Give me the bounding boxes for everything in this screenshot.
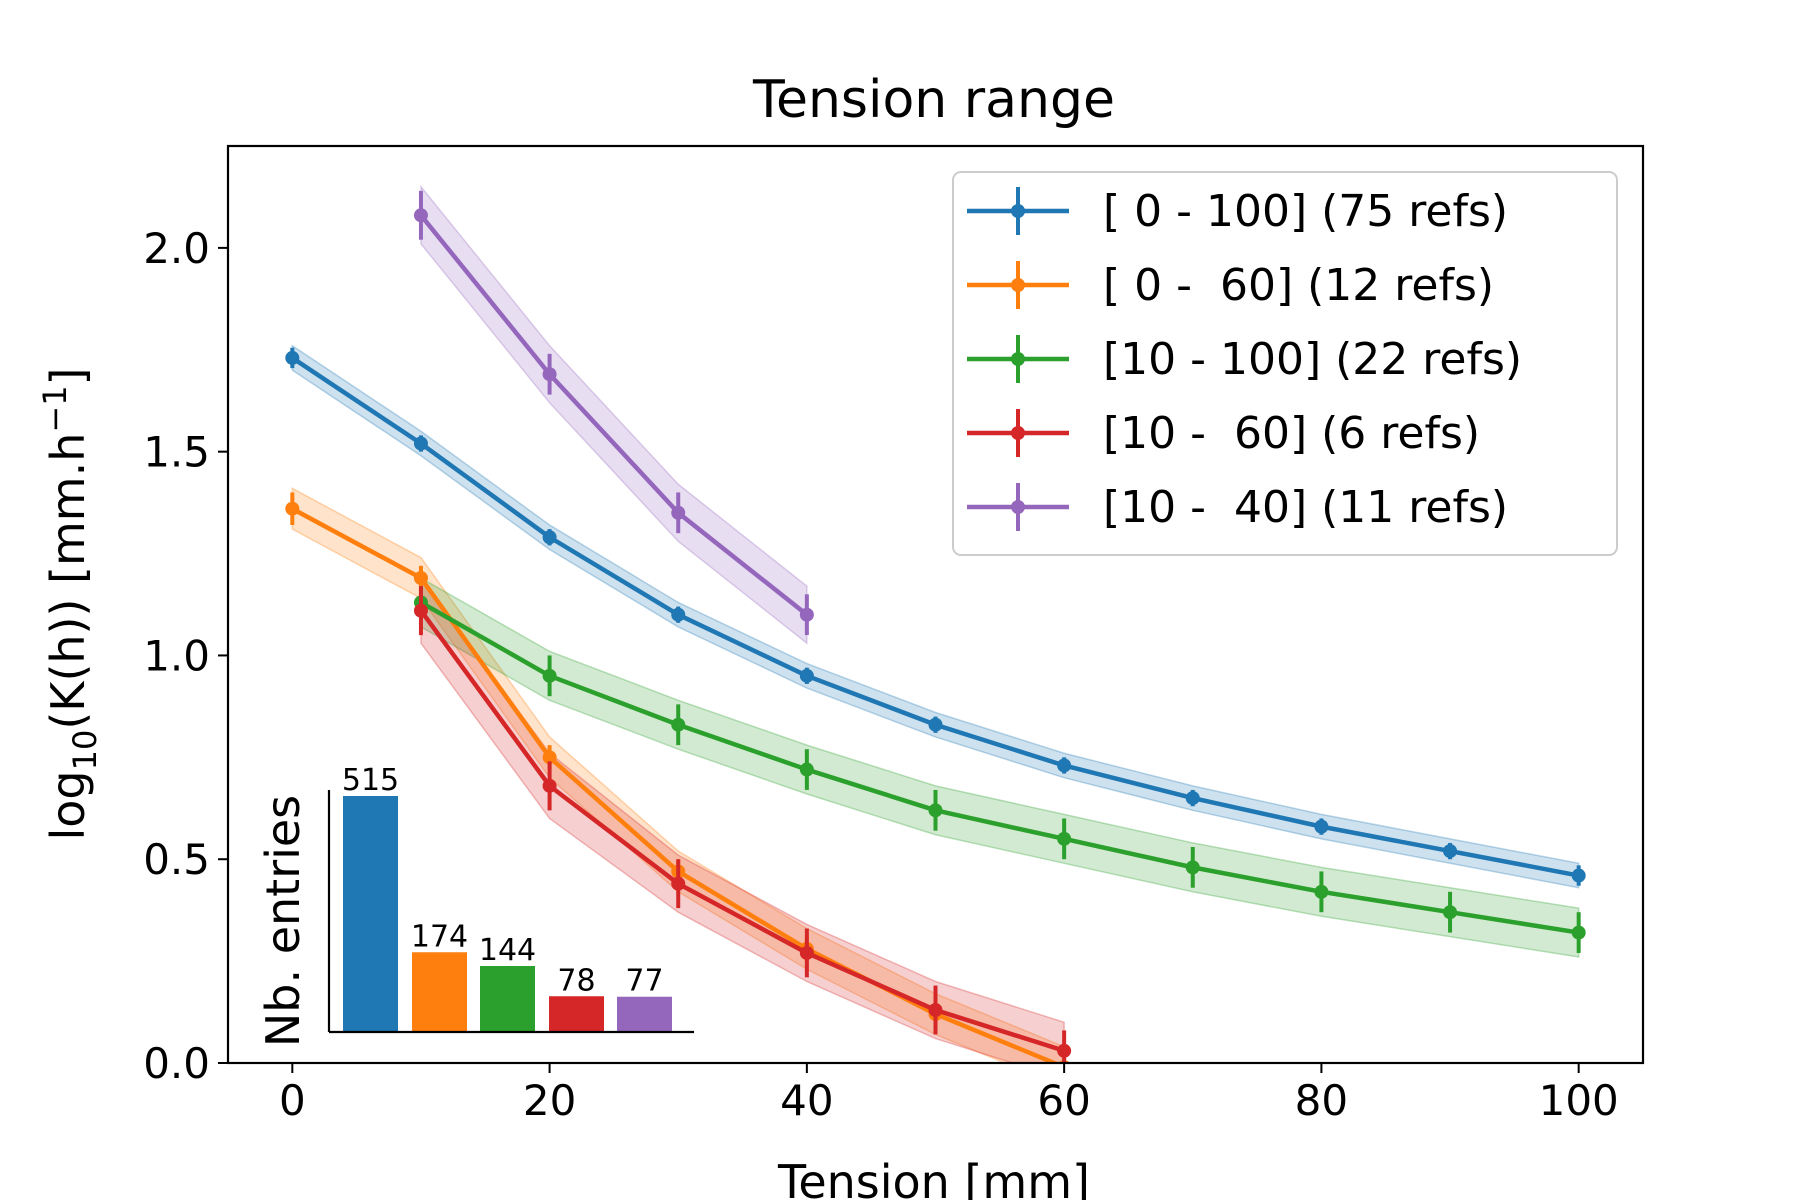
legend: [ 0 - 100] (75 refs) [ 0 - 60] (12 refs) [… — [952, 171, 1618, 556]
series-3-line — [419, 609, 1065, 1053]
series-2-point — [1185, 860, 1200, 875]
series-4-point — [413, 208, 428, 223]
series-2-point — [1057, 831, 1072, 846]
legend-marker — [1011, 278, 1025, 292]
legend-item-0: [ 0 - 100] (75 refs) — [967, 186, 1508, 237]
legend-box — [952, 171, 1618, 556]
series-4 — [413, 190, 814, 636]
series-3-point — [413, 603, 428, 618]
axes-frame — [226, 144, 1645, 1065]
legend-marker — [1011, 352, 1025, 366]
series-1-line — [291, 506, 1061, 1063]
inset-bar — [480, 966, 535, 1032]
y-tick-label: 1.5 — [143, 428, 210, 477]
legend-item-4: [10 - 40] (11 refs) — [967, 482, 1508, 533]
legend-item-1: [ 0 - 60] (12 refs) — [967, 260, 1494, 311]
inset-bar-label: 77 — [625, 964, 663, 999]
y-tick-label: 1.0 — [143, 631, 210, 680]
legend-label: [10 - 60] (6 refs) — [1103, 408, 1480, 459]
series-2-point — [1443, 905, 1458, 920]
x-axis-ticks: 0 20 40 60 80 100 — [279, 1063, 1619, 1125]
series-2-point — [671, 717, 686, 732]
series-3-point — [542, 778, 557, 793]
inset-bar — [412, 952, 467, 1032]
series-2-point — [928, 803, 943, 818]
series-4-line — [419, 213, 809, 617]
series-1-point — [542, 750, 557, 765]
series-0-band — [291, 344, 1580, 889]
series-3-point — [928, 1003, 943, 1018]
series-1-point — [413, 571, 428, 586]
series-0-point — [799, 668, 814, 683]
chart-title: Tension range — [752, 70, 1115, 130]
inset-bar-chart: Nb. entries 515 174 144 78 77 — [256, 763, 694, 1047]
series-3-point — [671, 876, 686, 891]
inset-bar-label: 515 — [342, 763, 399, 798]
x-tick-label: 80 — [1295, 1076, 1348, 1125]
series-0-point — [1185, 791, 1200, 806]
legend-label: [ 0 - 100] (75 refs) — [1103, 186, 1508, 237]
series-0-point — [413, 436, 428, 451]
x-tick-label: 40 — [780, 1076, 833, 1125]
series-2-point — [542, 668, 557, 683]
inset-bar — [549, 996, 604, 1032]
series-0-point — [542, 530, 557, 545]
series-0-point — [928, 717, 943, 732]
legend-label: [ 0 - 60] (12 refs) — [1103, 260, 1494, 311]
inset-bar — [617, 996, 672, 1032]
y-tick-label: 0.5 — [143, 835, 210, 884]
series-1-band — [291, 487, 1065, 1063]
inset-bar-label: 144 — [479, 933, 536, 968]
legend-item-3: [10 - 60] (6 refs) — [967, 408, 1480, 459]
series-0 — [285, 347, 1586, 886]
series-2-point — [1571, 925, 1586, 940]
series-4-point — [799, 607, 814, 622]
series-4-band — [420, 184, 808, 645]
legend-items: [ 0 - 100] (75 refs) [ 0 - 60] (12 refs) [… — [967, 186, 1522, 533]
series-2-point — [799, 762, 814, 777]
y-axis-ticks: 0.0 0.5 1.0 1.5 2.0 — [143, 224, 228, 1088]
series-3-point — [1057, 1043, 1072, 1058]
series-0-point — [1314, 819, 1329, 834]
series-3 — [413, 586, 1072, 1063]
series-2-point — [1314, 884, 1329, 899]
legend-label: [10 - 40] (11 refs) — [1103, 482, 1508, 533]
y-axis-label: log10(K(h)) [mm.h−1] — [36, 367, 104, 840]
inset-bar-label: 78 — [557, 963, 595, 998]
series-1-point — [285, 501, 300, 516]
x-tick-label: 60 — [1037, 1076, 1090, 1125]
series-2-line — [419, 600, 1580, 935]
x-tick-label: 100 — [1539, 1076, 1619, 1125]
inset-bar-label: 174 — [411, 919, 468, 954]
legend-item-2: [10 - 100] (22 refs) — [967, 334, 1522, 385]
y-tick-label: 2.0 — [143, 224, 210, 273]
x-axis-label: Tension [mm] — [777, 1155, 1090, 1200]
series-0-point — [285, 350, 300, 365]
series-0-point — [1057, 758, 1072, 773]
series-3-band — [420, 575, 1065, 1063]
legend-marker — [1011, 500, 1025, 514]
inset-bar — [343, 796, 398, 1032]
y-tick-label: 0.0 — [143, 1039, 210, 1088]
series-0-point — [1443, 844, 1458, 859]
legend-marker — [1011, 204, 1025, 218]
x-tick-label: 20 — [523, 1076, 576, 1125]
series-4-point — [671, 505, 686, 520]
series-2-band — [420, 576, 1580, 958]
series-3-point — [799, 945, 814, 960]
series-4-point — [542, 367, 557, 382]
series-0-point — [671, 607, 686, 622]
series-2 — [413, 586, 1586, 953]
legend-label: [10 - 100] (22 refs) — [1103, 334, 1522, 385]
plot-area — [285, 184, 1586, 1063]
x-tick-label: 0 — [279, 1076, 306, 1125]
inset-y-label: Nb. entries — [256, 795, 310, 1047]
plot-clipped — [285, 184, 1586, 1063]
inset-bars: 515 174 144 78 77 — [342, 763, 672, 1032]
legend-marker — [1011, 426, 1025, 440]
series-0-point — [1571, 868, 1586, 883]
